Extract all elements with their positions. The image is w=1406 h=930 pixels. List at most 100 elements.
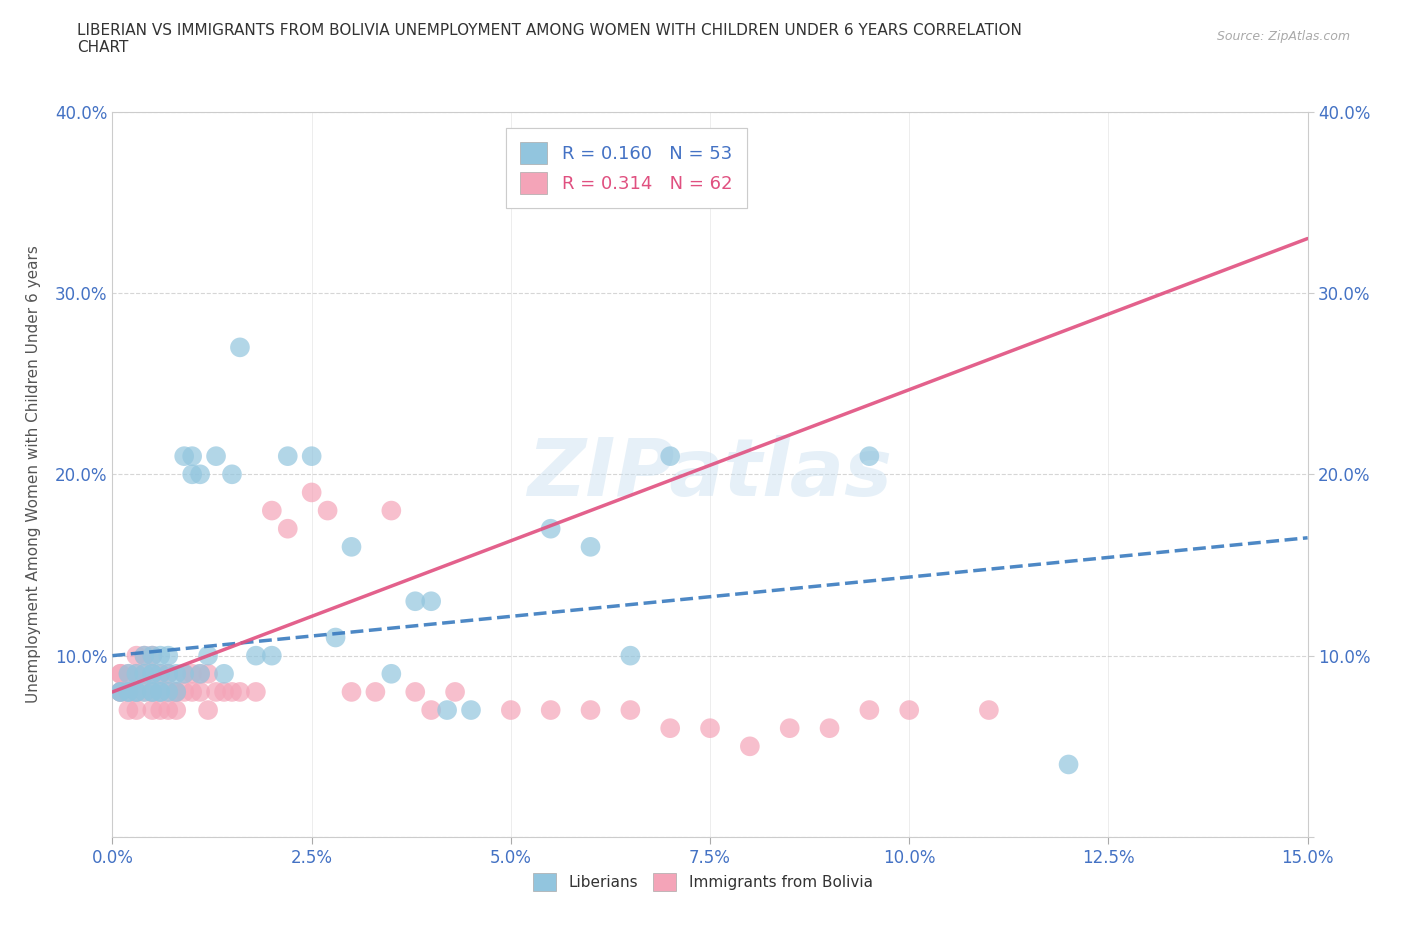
Point — [301, 449, 323, 464]
Point — [125, 684, 148, 699]
Point — [188, 667, 211, 682]
Point — [125, 667, 148, 682]
Point — [197, 648, 219, 663]
Point — [134, 667, 156, 682]
Point — [444, 684, 467, 699]
Point — [699, 721, 721, 736]
Point — [117, 667, 139, 682]
Point — [205, 449, 228, 464]
Point — [141, 667, 163, 682]
Point — [898, 703, 921, 718]
Point — [181, 684, 204, 699]
Point — [277, 521, 299, 536]
Point — [340, 684, 363, 699]
Point — [277, 449, 299, 464]
Legend: Liberians, Immigrants from Bolivia: Liberians, Immigrants from Bolivia — [526, 865, 880, 899]
Point — [157, 667, 180, 682]
Point — [858, 703, 880, 718]
Point — [117, 684, 139, 699]
Y-axis label: Unemployment Among Women with Children Under 6 years: Unemployment Among Women with Children U… — [27, 246, 41, 703]
Point — [245, 648, 267, 663]
Point — [141, 667, 163, 682]
Point — [149, 667, 172, 682]
Point — [325, 631, 347, 645]
Point — [619, 703, 641, 718]
Point — [619, 648, 641, 663]
Point — [229, 340, 252, 355]
Point — [110, 684, 132, 699]
Text: ZIPatlas: ZIPatlas — [527, 435, 893, 513]
Point — [460, 703, 482, 718]
Point — [212, 684, 235, 699]
Point — [117, 667, 139, 682]
Point — [181, 467, 204, 482]
Point — [134, 648, 156, 663]
Point — [380, 503, 402, 518]
Point — [149, 684, 172, 699]
Point — [134, 667, 156, 682]
Point — [125, 684, 148, 699]
Point — [149, 684, 172, 699]
Point — [165, 703, 187, 718]
Point — [134, 684, 156, 699]
Point — [110, 667, 132, 682]
Point — [404, 684, 426, 699]
Point — [779, 721, 801, 736]
Point — [117, 703, 139, 718]
Point — [659, 721, 682, 736]
Point — [1057, 757, 1080, 772]
Text: LIBERIAN VS IMMIGRANTS FROM BOLIVIA UNEMPLOYMENT AMONG WOMEN WITH CHILDREN UNDER: LIBERIAN VS IMMIGRANTS FROM BOLIVIA UNEM… — [77, 23, 1022, 38]
Point — [157, 684, 180, 699]
Point — [260, 503, 283, 518]
Point — [125, 667, 148, 682]
Point — [188, 667, 211, 682]
Point — [221, 684, 243, 699]
Point — [977, 703, 1000, 718]
Point — [134, 684, 156, 699]
Point — [260, 648, 283, 663]
Point — [316, 503, 339, 518]
Point — [110, 667, 132, 682]
Point — [197, 703, 219, 718]
Point — [205, 684, 228, 699]
Point — [420, 703, 443, 718]
Point — [165, 667, 187, 682]
Point — [181, 449, 204, 464]
Point — [110, 684, 132, 699]
Point — [197, 667, 219, 682]
Point — [149, 703, 172, 718]
Point — [173, 449, 195, 464]
Point — [149, 648, 172, 663]
Point — [499, 703, 522, 718]
Point — [380, 667, 402, 682]
Point — [141, 684, 163, 699]
Point — [188, 684, 211, 699]
Point — [340, 539, 363, 554]
Point — [110, 684, 132, 699]
Point — [738, 738, 761, 753]
Text: CHART: CHART — [77, 40, 129, 55]
Point — [301, 485, 323, 500]
Point — [149, 684, 172, 699]
Point — [157, 684, 180, 699]
Point — [117, 684, 139, 699]
Point — [364, 684, 387, 699]
Point — [173, 667, 195, 682]
Point — [540, 703, 562, 718]
Point — [659, 449, 682, 464]
Point — [141, 684, 163, 699]
Point — [125, 703, 148, 718]
Point — [818, 721, 841, 736]
Text: Source: ZipAtlas.com: Source: ZipAtlas.com — [1216, 30, 1350, 43]
Point — [173, 684, 195, 699]
Point — [173, 667, 195, 682]
Point — [181, 667, 204, 682]
Point — [540, 521, 562, 536]
Point — [165, 684, 187, 699]
Point — [420, 594, 443, 609]
Legend: R = 0.160   N = 53, R = 0.314   N = 62: R = 0.160 N = 53, R = 0.314 N = 62 — [506, 128, 747, 208]
Point — [141, 667, 163, 682]
Point — [157, 667, 180, 682]
Point — [165, 684, 187, 699]
Point — [188, 467, 211, 482]
